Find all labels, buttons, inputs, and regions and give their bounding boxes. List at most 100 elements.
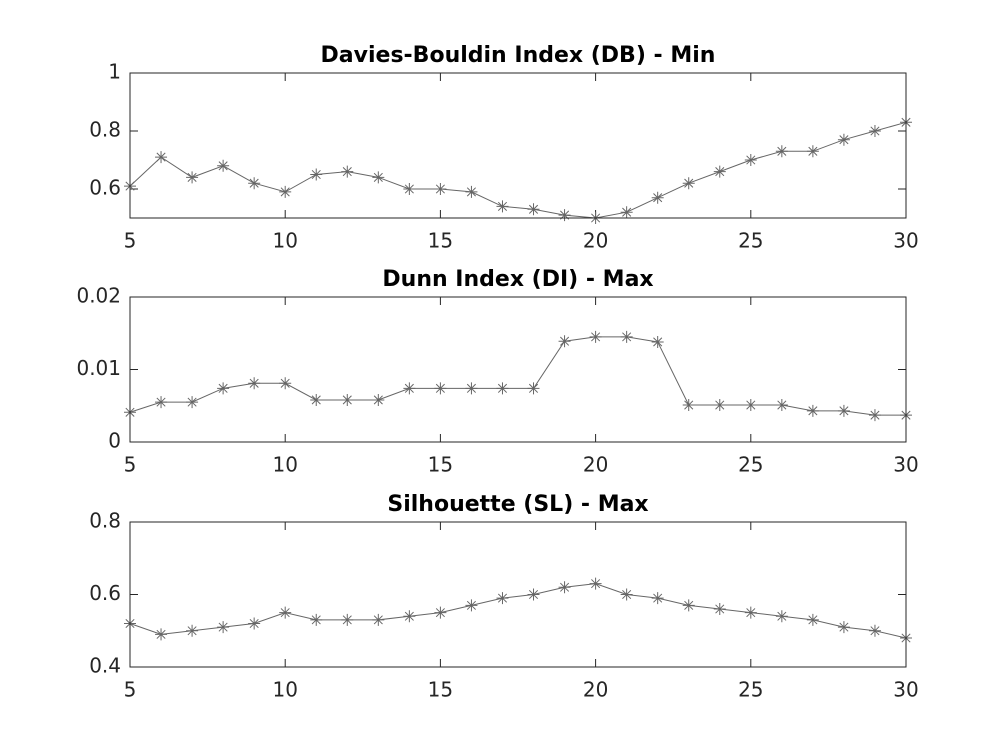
x-tick-label: 20	[583, 229, 608, 253]
y-tick-label: 0.4	[89, 654, 121, 678]
data-point	[775, 145, 788, 158]
data-point	[527, 203, 540, 216]
data-point	[868, 409, 881, 422]
data-point	[434, 183, 447, 195]
data-point	[279, 606, 292, 619]
y-tick-label: 0.6	[89, 581, 121, 605]
y-tick-label: 0.8	[89, 118, 121, 142]
data-point	[775, 610, 788, 623]
data-point	[310, 168, 323, 181]
data-point	[341, 613, 354, 626]
plot-area	[130, 522, 906, 667]
data-point	[589, 330, 602, 343]
data-point	[744, 606, 757, 619]
data-point	[310, 613, 323, 626]
data-point	[279, 185, 292, 198]
data-point	[217, 159, 230, 172]
x-tick-label: 25	[738, 678, 763, 702]
data-point	[620, 588, 633, 601]
data-point	[806, 145, 819, 158]
y-tick-label: 0.01	[76, 356, 121, 380]
data-point	[651, 335, 664, 348]
y-tick-label: 1	[108, 60, 121, 84]
x-tick-label: 25	[738, 453, 763, 477]
data-point	[186, 171, 199, 184]
data-point	[527, 382, 540, 395]
chart-title: Dunn Index (DI) - Max	[382, 267, 653, 292]
axes-box	[129, 296, 907, 443]
axes-box	[129, 521, 907, 668]
data-point	[403, 382, 416, 395]
plot-area	[130, 297, 906, 442]
data-point	[558, 209, 571, 222]
x-tick-label: 5	[124, 678, 137, 702]
chart-title: Davies-Bouldin Index (DB) - Min	[321, 43, 716, 68]
data-point	[806, 404, 819, 417]
x-tick-label: 10	[272, 229, 297, 253]
data-point	[744, 154, 757, 166]
chart-title: Silhouette (SL) - Max	[387, 492, 648, 517]
x-tick-label: 10	[272, 453, 297, 477]
data-point	[465, 382, 478, 395]
x-tick-label: 15	[428, 678, 453, 702]
data-point	[558, 335, 571, 348]
data-point	[682, 177, 695, 190]
x-tick-label: 5	[124, 229, 137, 253]
data-point	[713, 603, 726, 615]
plot-area	[130, 73, 906, 218]
x-tick-label: 30	[893, 453, 918, 477]
data-point	[651, 592, 664, 605]
x-tick-label: 15	[428, 229, 453, 253]
data-point	[248, 377, 261, 390]
data-point	[651, 191, 664, 204]
data-point	[527, 588, 540, 601]
data-point	[558, 581, 571, 594]
data-point	[465, 185, 478, 198]
data-point	[682, 599, 695, 612]
data-point	[248, 177, 261, 190]
data-point	[589, 577, 602, 590]
data-point	[744, 399, 757, 412]
data-point	[682, 399, 695, 412]
data-point	[434, 382, 447, 395]
axes-box	[129, 72, 907, 219]
x-tick-label: 10	[272, 678, 297, 702]
data-point	[403, 610, 416, 623]
data-point	[217, 382, 230, 395]
data-point	[341, 393, 354, 406]
x-tick-label: 15	[428, 453, 453, 477]
data-point	[155, 396, 168, 409]
data-point	[310, 393, 323, 406]
data-point	[186, 396, 199, 409]
data-point	[837, 404, 850, 417]
data-point	[868, 624, 881, 637]
data-point	[868, 125, 881, 137]
data-point	[713, 399, 726, 412]
x-tick-label: 30	[893, 229, 918, 253]
x-tick-label: 20	[583, 678, 608, 702]
data-point	[372, 613, 385, 626]
data-point	[775, 399, 788, 412]
data-point	[248, 617, 261, 630]
data-point	[155, 151, 168, 164]
data-point	[496, 200, 509, 213]
data-point	[341, 165, 354, 178]
data-point	[217, 621, 230, 634]
data-point	[279, 377, 292, 390]
data-point	[372, 171, 385, 184]
y-tick-label: 0	[108, 429, 121, 453]
data-point	[465, 599, 478, 612]
data-point	[837, 133, 850, 146]
data-point	[496, 382, 509, 395]
data-point	[620, 330, 633, 343]
x-tick-label: 25	[738, 229, 763, 253]
y-tick-label: 0.8	[89, 509, 121, 533]
data-point	[155, 628, 168, 641]
y-tick-label: 0.02	[76, 284, 121, 308]
x-tick-label: 20	[583, 453, 608, 477]
data-point	[620, 206, 633, 219]
data-point	[496, 592, 509, 605]
data-point	[806, 613, 819, 626]
data-point	[186, 624, 199, 637]
data-point	[372, 393, 385, 406]
